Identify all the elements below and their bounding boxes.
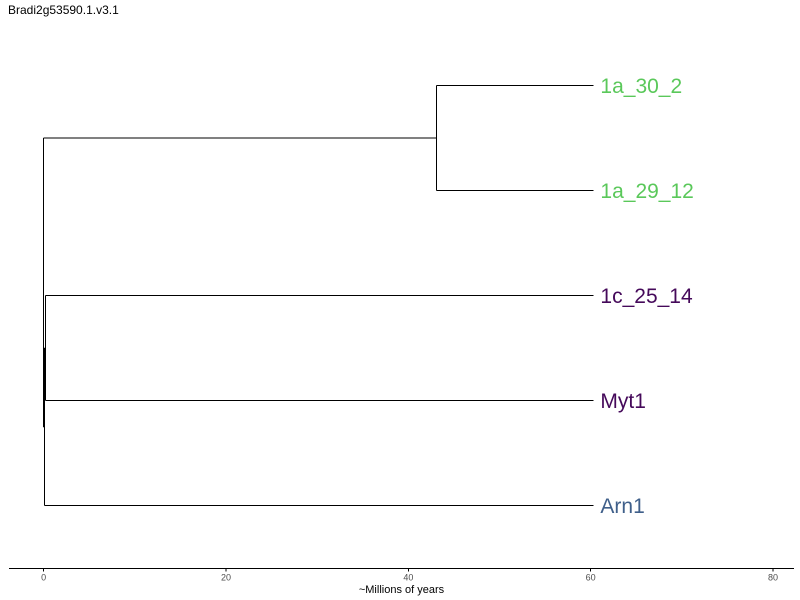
- x-axis: 0 20 40 60 80 ~Millions of years: [9, 568, 794, 596]
- x-tick-label-60: 60: [586, 573, 596, 583]
- tip-label-Myt1: Myt1: [600, 390, 646, 413]
- tip-label-1a_29_12: 1a_29_12: [600, 180, 693, 203]
- tip-labels: 1a_30_2 1a_29_12 1c_25_14 Myt1 Arn1: [600, 75, 693, 518]
- x-tick-label-20: 20: [221, 573, 231, 583]
- x-tick-label-40: 40: [403, 573, 413, 583]
- x-axis-title: ~Millions of years: [359, 584, 445, 596]
- x-tick-label-0: 0: [41, 573, 46, 583]
- tip-label-1c_25_14: 1c_25_14: [600, 285, 693, 308]
- x-axis-ticks: 0 20 40 60 80: [41, 568, 778, 583]
- x-tick-label-80: 80: [768, 573, 778, 583]
- tip-label-1a_30_2: 1a_30_2: [600, 75, 682, 98]
- tip-label-Arn1: Arn1: [600, 495, 644, 518]
- plot-title: Bradi2g53590.1.v3.1: [8, 3, 119, 17]
- tree-branches: [43, 85, 594, 506]
